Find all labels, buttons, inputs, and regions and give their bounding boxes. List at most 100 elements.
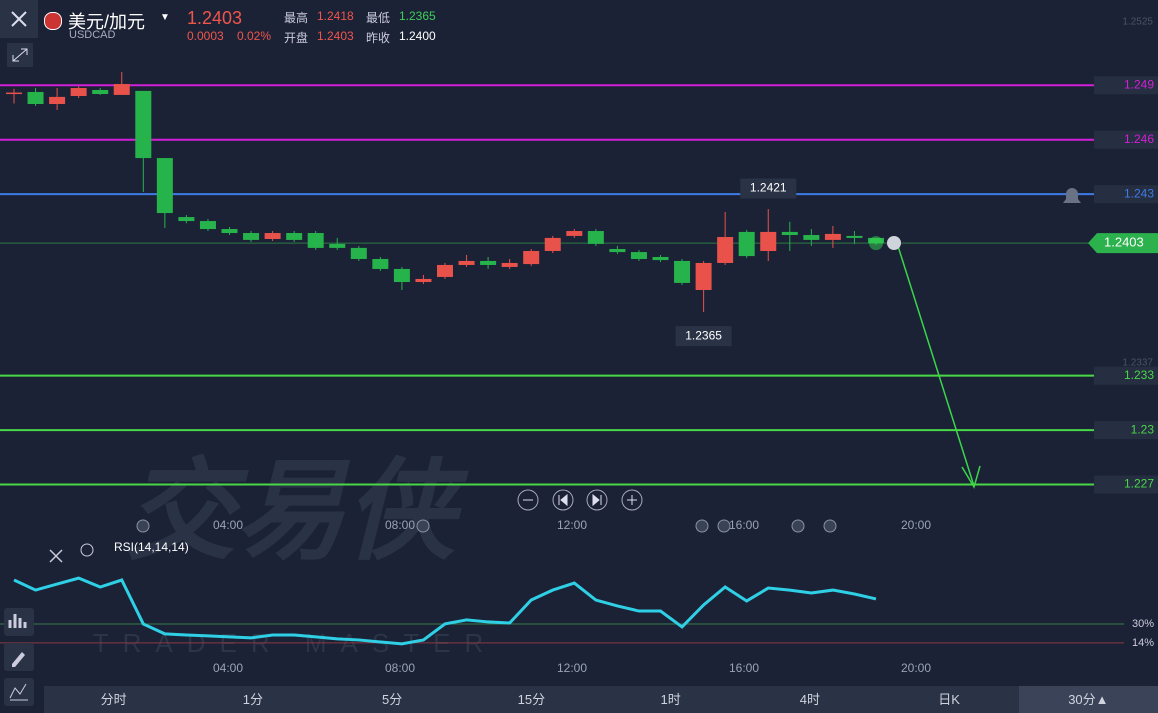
nav-buttons[interactable] [517, 489, 643, 511]
level-label: 1.233 [1124, 368, 1154, 382]
candle-body [846, 235, 863, 238]
x-tick-label: 04:00 [213, 518, 243, 532]
annotation-box [675, 326, 732, 347]
rsi-line [13, 576, 877, 646]
change: 0.0003 [187, 29, 224, 43]
candle-body [630, 252, 647, 259]
x-tick-label: 12:00 [557, 518, 587, 532]
level-label: 1.227 [1124, 477, 1154, 491]
go-start[interactable] [552, 489, 574, 511]
x-tick-label: 20:00 [901, 661, 931, 675]
candle-body [199, 221, 216, 230]
x-tick-label: 08:00 [385, 518, 415, 532]
x-tick-label: 16:00 [729, 518, 759, 532]
go-end[interactable] [586, 489, 608, 511]
stat-label: 最高 [284, 11, 309, 25]
zoom-out[interactable] [517, 489, 539, 511]
level-label: 1.23 [1131, 422, 1155, 436]
event[interactable] [791, 519, 805, 533]
tool-button[interactable] [4, 678, 34, 706]
y-tick-label: 1.2525 [1122, 16, 1153, 27]
arrow-head [961, 465, 981, 489]
candle-body [92, 90, 109, 95]
candle-body [523, 250, 540, 265]
icon [9, 683, 28, 701]
tab[interactable]: 1分 [242, 692, 263, 707]
level-label-box [1094, 421, 1158, 440]
tab[interactable]: 30分▲ [1018, 686, 1158, 713]
candle-body [27, 92, 44, 104]
level-label-box [1094, 76, 1158, 95]
candle-body [437, 264, 453, 277]
candle-body [329, 243, 346, 248]
annotation-box [740, 178, 797, 199]
stat-label: 昨收 [366, 31, 391, 45]
stat-value: 1.2403 [317, 29, 354, 43]
candle-body [480, 260, 497, 265]
candle-body [49, 96, 66, 104]
stat-label: 最低 [366, 11, 391, 25]
level-label: 1.246 [1124, 132, 1154, 146]
candle-body [587, 231, 604, 244]
candle-body [113, 84, 130, 95]
event-markers[interactable] [136, 519, 837, 533]
x-tick-label: 20:00 [901, 518, 931, 532]
price: 1.2403 [187, 8, 243, 28]
icon [558, 493, 568, 507]
event[interactable] [416, 519, 430, 533]
stat-label: 开盘 [284, 31, 309, 45]
y-tick-label: 1.2337 [1122, 358, 1153, 369]
x-tick-label: 16:00 [729, 661, 759, 675]
level-label-box [1094, 475, 1158, 494]
candle-body [803, 235, 820, 240]
trend-arrow [896, 242, 975, 487]
rsi-close[interactable] [49, 549, 63, 563]
zoom-in[interactable] [621, 489, 643, 511]
info-icon [887, 236, 901, 250]
candle-body [566, 231, 583, 236]
annotation: 1.2421 [750, 181, 787, 195]
candle-body [652, 256, 669, 261]
tab[interactable]: 15分 [517, 692, 546, 707]
candle-body [415, 278, 432, 283]
event[interactable] [695, 519, 709, 533]
current-marker [869, 236, 883, 251]
event[interactable] [136, 519, 150, 533]
current-label: 1.2403 [1104, 235, 1144, 250]
x-tick-label: 04:00 [213, 661, 243, 675]
flag [44, 12, 62, 30]
level-label-box [1094, 130, 1158, 149]
candle-body [717, 237, 734, 263]
candle-body [781, 231, 798, 236]
rsi-settings[interactable] [80, 543, 94, 557]
x-tick-label: 08:00 [385, 661, 415, 675]
watermark: 交易侠 [125, 450, 469, 573]
tab[interactable]: 日K [938, 692, 960, 707]
candle-body [307, 233, 324, 248]
icon [8, 614, 27, 628]
candle-body [178, 217, 195, 222]
icon [11, 11, 27, 27]
tab[interactable]: 4时 [799, 692, 820, 707]
symbol: USDCAD [69, 29, 116, 41]
candle-body [156, 158, 173, 214]
current-badge [1088, 233, 1158, 254]
candle-body [824, 233, 841, 240]
alert-bell[interactable] [1063, 188, 1081, 203]
candle-body [70, 88, 87, 97]
level-label-box [1094, 366, 1158, 385]
dropdown[interactable]: ▼ [160, 12, 170, 23]
tab[interactable]: 1时 [660, 692, 681, 707]
annotation: 1.2365 [685, 328, 722, 342]
event[interactable] [717, 519, 731, 533]
icon [12, 652, 25, 667]
stat-value: 1.2418 [317, 9, 354, 23]
event[interactable] [823, 519, 837, 533]
rsi-label: RSI(14,14,14) [114, 540, 189, 554]
candle-body [609, 248, 626, 253]
tab[interactable]: 分时 [100, 692, 127, 707]
pair-name[interactable]: 美元/加元 [68, 12, 146, 32]
candle-body [243, 233, 260, 240]
tab[interactable]: 5分 [382, 692, 403, 707]
